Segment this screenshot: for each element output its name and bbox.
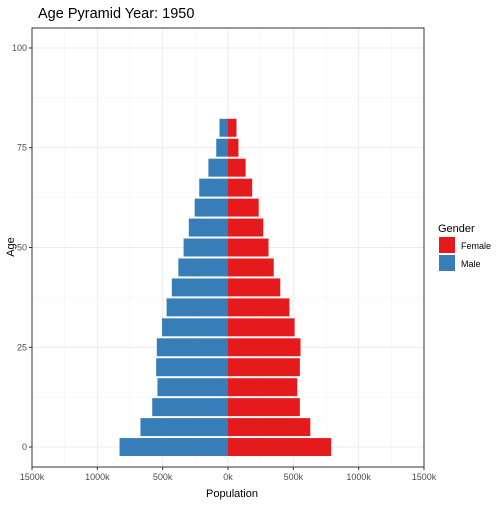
legend-label: Female <box>461 241 491 251</box>
bar-female <box>228 159 246 177</box>
bar-female <box>228 418 310 436</box>
bar-male <box>172 278 228 296</box>
legend-title: Gender <box>438 223 475 235</box>
bar-male <box>216 139 228 157</box>
x-tick-label: 1000k <box>346 472 371 482</box>
y-tick-label: 100 <box>12 43 27 53</box>
bar-male <box>195 199 228 217</box>
bar-female <box>228 239 269 257</box>
bar-female <box>228 139 238 157</box>
y-tick-label: 0 <box>22 442 27 452</box>
x-tick-label: 1000k <box>85 472 110 482</box>
bar-male <box>152 398 228 416</box>
bar-female <box>228 318 295 336</box>
x-tick-label: 0k <box>223 472 233 482</box>
x-tick-label: 500k <box>284 472 304 482</box>
bar-female <box>228 438 331 456</box>
bar-male <box>156 358 228 376</box>
bar-female <box>228 119 236 137</box>
bar-female <box>228 298 289 316</box>
bar-male <box>167 298 228 316</box>
x-tick-label: 500k <box>153 472 173 482</box>
legend-swatch <box>439 255 455 271</box>
bar-female <box>228 338 301 356</box>
bar-male <box>189 219 228 237</box>
bar-male <box>184 239 228 257</box>
bar-male <box>220 119 228 137</box>
x-tick-label: 1500k <box>412 472 437 482</box>
bar-female <box>228 179 252 197</box>
bar-male <box>178 258 228 276</box>
bar-male <box>157 378 228 396</box>
bar-female <box>228 219 263 237</box>
bar-female <box>228 258 274 276</box>
bar-female <box>228 199 259 217</box>
x-axis-label: Population <box>206 488 258 500</box>
bar-female <box>228 358 300 376</box>
bar-female <box>228 398 300 416</box>
chart-title: Age Pyramid Year: 1950 <box>38 6 194 22</box>
bar-male <box>199 179 228 197</box>
bar-male <box>140 418 228 436</box>
bar-male <box>157 338 228 356</box>
bar-male <box>162 318 228 336</box>
y-tick-label: 25 <box>17 342 27 352</box>
y-axis-label: Age <box>5 237 17 257</box>
bar-male <box>208 159 228 177</box>
legend-swatch <box>439 237 455 253</box>
bar-male <box>120 438 228 456</box>
bar-female <box>228 278 280 296</box>
y-tick-label: 75 <box>17 143 27 153</box>
bar-female <box>228 378 297 396</box>
x-tick-label: 1500k <box>20 472 45 482</box>
legend-label: Male <box>461 259 481 269</box>
y-tick-label: 50 <box>17 243 27 253</box>
